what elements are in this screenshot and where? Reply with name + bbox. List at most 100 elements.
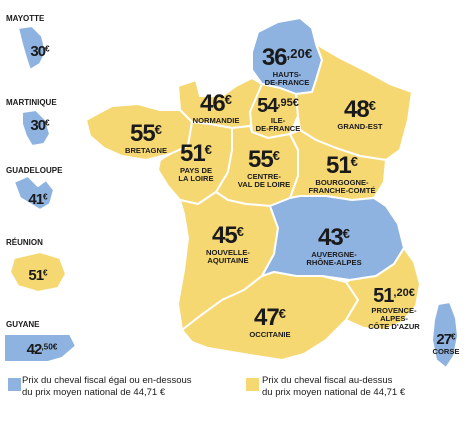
region-name: CORSE xyxy=(432,347,460,356)
region-name: BOURGOGNE- FRANCHE-COMTÉ xyxy=(308,178,376,195)
label-auvergne-rhone-alpes: 43€ AUVERGNE- RHÔNE-ALPES xyxy=(306,226,361,267)
region-name: GRAND-EST xyxy=(337,122,383,131)
territory-title-reunion: RÉUNION xyxy=(6,238,43,247)
region-name: PROVENCE- ALPES- CÔTE D'AZUR xyxy=(368,306,420,331)
price-cents: € xyxy=(45,44,50,54)
price-cents: € xyxy=(451,332,456,342)
price-cents: € xyxy=(43,268,48,278)
region-name: PAYS DE LA LOIRE xyxy=(178,166,214,183)
region-provence-alpes-cote-dazur xyxy=(345,247,421,331)
label-mayotte: 30€ xyxy=(30,44,49,59)
territory-mayotte xyxy=(17,25,47,71)
price-cents: € xyxy=(278,305,287,321)
legend-text-below_or_equal: Prix du cheval fiscal égal ou en-dessous… xyxy=(22,375,192,398)
label-pays-de-la-loire: 51€ PAYS DE LA LOIRE xyxy=(178,142,213,183)
price-value: 51 xyxy=(179,140,206,167)
price-value: 55 xyxy=(247,146,274,173)
price-nouvelle-aquitaine: 45€ xyxy=(206,224,250,248)
price-hauts-de-france: 36,20€ xyxy=(262,46,312,70)
price-value: 48 xyxy=(343,96,370,123)
price-value: 36 xyxy=(261,44,288,71)
region-corse xyxy=(431,301,459,369)
price-value: 55 xyxy=(129,120,156,147)
label-bretagne: 55€ BRETAGNE xyxy=(125,122,167,155)
price-cents: € xyxy=(45,118,50,128)
label-nouvelle-aquitaine: 45€ NOUVELLE- AQUITAINE xyxy=(206,224,250,265)
region-name: NOUVELLE- AQUITAINE xyxy=(206,248,250,265)
region-name: CENTRE- VAL DE LOIRE xyxy=(237,172,291,189)
price-value: 54 xyxy=(257,95,278,117)
price-cents: € xyxy=(350,153,359,169)
label-reunion: 51€ xyxy=(28,268,47,283)
price-value: 30 xyxy=(30,43,46,60)
label-corse: 27€ CORSE xyxy=(432,332,459,356)
price-value: 41 xyxy=(28,191,44,208)
price-cents: ,20€ xyxy=(286,45,313,61)
price-guadeloupe: 41€ xyxy=(28,192,47,207)
territory-title-martinique: MARTINIQUE xyxy=(6,98,57,107)
territory-guyane xyxy=(3,333,77,363)
price-reunion: 51€ xyxy=(28,268,47,283)
region-name: BRETAGNE xyxy=(124,146,168,155)
label-grand-est: 48€ GRAND-EST xyxy=(337,98,382,131)
territory-title-guyane: GUYANE xyxy=(6,320,40,329)
price-cents: € xyxy=(204,141,213,157)
price-cents: ,20€ xyxy=(393,286,415,299)
price-value: 46 xyxy=(199,90,226,117)
price-value: 51 xyxy=(325,152,352,179)
label-guadeloupe: 41€ xyxy=(28,192,47,207)
price-ile-de-france: 54,95€ xyxy=(256,96,301,116)
label-centre-val-de-loire: 55€ CENTRE- VAL DE LOIRE xyxy=(238,148,290,189)
territory-title-mayotte: MAYOTTE xyxy=(6,14,45,23)
region-name: AUVERGNE- RHÔNE-ALPES xyxy=(306,250,362,267)
region-name: NORMANDIE xyxy=(192,116,240,125)
label-guyane: 42,50€ xyxy=(27,342,58,357)
price-guyane: 42,50€ xyxy=(27,342,58,357)
price-value: 27 xyxy=(436,331,452,348)
price-centre-val-de-loire: 55€ xyxy=(238,148,290,172)
price-cents: € xyxy=(236,223,245,239)
price-martinique: 30€ xyxy=(30,118,49,133)
price-bretagne: 55€ xyxy=(125,122,167,146)
price-auvergne-rhone-alpes: 43€ xyxy=(306,226,361,250)
price-value: 43 xyxy=(317,224,344,251)
price-value: 42 xyxy=(26,341,43,358)
label-provence-alpes-cote-dazur: 51,20€ PROVENCE- ALPES- CÔTE D'AZUR xyxy=(368,286,420,331)
legend-swatch-above xyxy=(246,378,259,391)
price-value: 51 xyxy=(28,267,44,284)
price-pays-de-la-loire: 51€ xyxy=(178,142,213,166)
price-cents: € xyxy=(368,97,377,113)
legend-text-above: Prix du cheval fiscal au-dessus du prix … xyxy=(262,375,406,398)
legend-swatch-below_or_equal xyxy=(8,378,21,391)
price-mayotte: 30€ xyxy=(30,44,49,59)
region-name: OCCITANIE xyxy=(249,330,291,339)
price-provence-alpes-cote-dazur: 51,20€ xyxy=(368,286,420,306)
price-value: 45 xyxy=(211,222,238,249)
region-name: ILE- DE-FRANCE xyxy=(255,116,301,133)
price-cents: € xyxy=(43,192,48,202)
price-occitanie: 47€ xyxy=(249,306,290,330)
price-bourgogne-franche-comte: 51€ xyxy=(308,154,375,178)
price-cents: € xyxy=(342,225,351,241)
territory-martinique xyxy=(21,109,51,147)
price-cents: € xyxy=(272,147,281,163)
price-cents: € xyxy=(224,91,233,107)
price-cents: ,95€ xyxy=(277,96,299,109)
price-cents: ,50€ xyxy=(41,342,58,352)
price-normandie: 46€ xyxy=(193,92,240,116)
territory-reunion xyxy=(9,251,67,293)
price-corse: 27€ xyxy=(432,332,459,347)
price-grand-est: 48€ xyxy=(337,98,382,122)
label-ile-de-france: 54,95€ ILE- DE-FRANCE xyxy=(256,96,301,133)
price-value: 47 xyxy=(253,304,280,331)
region-name: HAUTS- DE-FRANCE xyxy=(264,70,310,87)
label-bourgogne-franche-comte: 51€ BOURGOGNE- FRANCHE-COMTÉ xyxy=(308,154,375,195)
price-cents: € xyxy=(154,121,163,137)
label-martinique: 30€ xyxy=(30,118,49,133)
territory-guadeloupe xyxy=(13,175,55,211)
territory-title-guadeloupe: GUADELOUPE xyxy=(6,166,63,175)
label-normandie: 46€ NORMANDIE xyxy=(193,92,240,125)
price-value: 51 xyxy=(373,285,394,307)
label-occitanie: 47€ OCCITANIE xyxy=(249,306,290,339)
